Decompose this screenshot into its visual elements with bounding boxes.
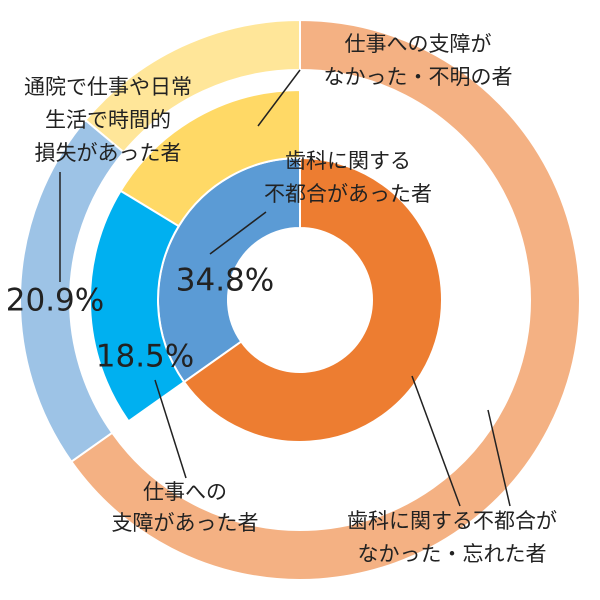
- donut-segment: [89, 189, 186, 423]
- annotation: 支障があった者: [112, 511, 259, 535]
- annotation: 歯科に関する不都合が: [347, 509, 557, 533]
- annotation: 仕事への: [143, 480, 227, 504]
- value-label: 18.5%: [96, 339, 194, 375]
- value-label: 34.8%: [176, 263, 274, 299]
- annotation: 生活で時間的: [45, 108, 171, 132]
- annotation: なかった・不明の者: [324, 65, 513, 89]
- leader-line: [487, 409, 511, 507]
- annotation: なかった・忘れた者: [358, 542, 547, 566]
- donut-segment: [182, 156, 443, 443]
- leader-line: [154, 379, 187, 479]
- leader-line: [257, 69, 301, 127]
- leader-line: [411, 375, 461, 507]
- leader-lines: [59, 69, 511, 507]
- annotation: 通院で仕事や日常: [24, 75, 192, 99]
- donut-segment: [70, 18, 581, 581]
- rings: [19, 18, 581, 581]
- annotation: 仕事への支障が: [345, 32, 492, 56]
- annotation: 歯科に関する: [285, 149, 411, 173]
- value-label: 20.9%: [6, 283, 104, 319]
- leader-line: [209, 211, 267, 255]
- annotation: 不都合があった者: [264, 182, 432, 206]
- annotation: 損失があった者: [35, 141, 182, 165]
